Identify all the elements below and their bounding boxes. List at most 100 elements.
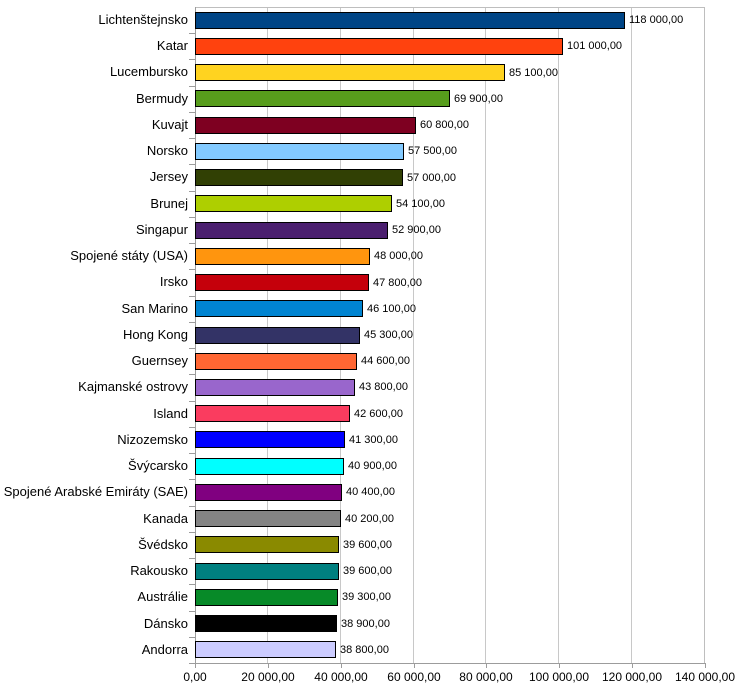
x-tick-label: 20 000,00 [241, 670, 295, 684]
bar[interactable] [195, 195, 392, 212]
bar[interactable] [195, 12, 625, 29]
value-label: 69 900,00 [454, 93, 503, 105]
y-axis-tick [189, 217, 195, 218]
value-label: 43 800,00 [359, 381, 408, 393]
gridline [485, 7, 486, 663]
x-tick-label: 80 000,00 [459, 670, 513, 684]
y-axis-tick [189, 506, 195, 507]
y-axis-tick [189, 59, 195, 60]
value-label: 118 000,00 [629, 14, 684, 26]
category-label: Švýcarsko [128, 458, 188, 473]
y-axis-tick [189, 86, 195, 87]
bar[interactable] [195, 563, 339, 580]
category-label: Irsko [159, 274, 188, 289]
bar[interactable] [195, 405, 350, 422]
category-label: Guernsey [131, 353, 188, 368]
bar[interactable] [195, 143, 404, 160]
bar[interactable] [195, 117, 416, 134]
value-label: 40 900,00 [348, 460, 397, 472]
bar[interactable] [195, 274, 369, 291]
bar[interactable] [195, 222, 388, 239]
y-axis-tick [189, 322, 195, 323]
bar[interactable] [195, 64, 505, 81]
value-label: 46 100,00 [367, 303, 416, 315]
bar[interactable] [195, 431, 345, 448]
value-label: 57 000,00 [407, 172, 456, 184]
bar[interactable] [195, 615, 337, 632]
category-label: Spojené státy (USA) [70, 248, 188, 263]
y-axis-tick [189, 112, 195, 113]
bar[interactable] [195, 300, 363, 317]
category-label: Lucembursko [109, 64, 188, 79]
x-tick-label: 60 000,00 [387, 670, 441, 684]
y-axis-tick [189, 296, 195, 297]
bar[interactable] [195, 248, 370, 265]
value-label: 39 300,00 [342, 591, 391, 603]
x-tick-label: 120 000,00 [601, 670, 663, 684]
value-label: 39 600,00 [343, 539, 392, 551]
bar[interactable] [195, 458, 344, 475]
category-label: Švédsko [138, 537, 188, 552]
category-label: Andorra [141, 642, 188, 657]
bar[interactable] [195, 38, 563, 55]
bar[interactable] [195, 641, 336, 658]
category-label: Spojené Arabské Emiráty (SAE) [3, 484, 188, 499]
x-tick-label: 40 000,00 [314, 670, 368, 684]
y-axis-tick [189, 427, 195, 428]
value-label: 42 600,00 [354, 408, 403, 420]
value-label: 60 800,00 [420, 119, 469, 131]
x-tick-label: 0,00 [183, 670, 207, 684]
bar[interactable] [195, 589, 338, 606]
value-label: 45 300,00 [364, 329, 413, 341]
y-axis-tick [189, 33, 195, 34]
y-axis-tick [189, 611, 195, 612]
y-axis-tick [189, 164, 195, 165]
bar[interactable] [195, 327, 360, 344]
x-tick-label: 100 000,00 [528, 670, 590, 684]
category-label: Singapur [135, 222, 188, 237]
bar[interactable] [195, 169, 403, 186]
value-label: 57 500,00 [408, 145, 457, 157]
y-axis-tick [189, 479, 195, 480]
x-axis-tick [341, 663, 342, 668]
y-axis-tick [189, 243, 195, 244]
category-label: Jersey [149, 169, 188, 184]
y-axis-tick [189, 637, 195, 638]
category-label: Rakousko [130, 563, 188, 578]
category-label: Bermudy [135, 91, 188, 106]
bar[interactable] [195, 484, 342, 501]
y-axis-tick [189, 401, 195, 402]
bar[interactable] [195, 353, 357, 370]
value-label: 39 600,00 [343, 565, 392, 577]
category-label: Katar [156, 38, 188, 53]
value-label: 41 300,00 [349, 434, 398, 446]
category-label: Norsko [146, 143, 188, 158]
bar[interactable] [195, 536, 339, 553]
value-label: 44 600,00 [361, 355, 410, 367]
bar[interactable] [195, 379, 355, 396]
category-label: Nizozemsko [117, 432, 188, 447]
category-label: Kanada [143, 511, 188, 526]
x-tick-label: 140 000,00 [674, 670, 736, 684]
value-label: 47 800,00 [373, 277, 422, 289]
value-label: 101 000,00 [567, 40, 623, 52]
category-label: Kajmanské ostrovy [78, 379, 188, 394]
x-axis-tick [268, 663, 269, 668]
category-label: Lichtenštejnsko [98, 12, 188, 27]
x-axis-tick [559, 663, 560, 668]
y-axis-tick [189, 558, 195, 559]
bar[interactable] [195, 90, 450, 107]
value-label: 40 400,00 [346, 486, 395, 498]
x-axis-line [189, 663, 705, 664]
x-axis-tick [632, 663, 633, 668]
y-axis-tick [189, 191, 195, 192]
value-label: 48 000,00 [374, 250, 423, 262]
plot-border-top [195, 7, 705, 8]
bar[interactable] [195, 510, 341, 527]
category-label: San Marino [121, 301, 188, 316]
y-axis-tick [189, 348, 195, 349]
value-label: 52 900,00 [392, 224, 441, 236]
category-label: Dánsko [143, 616, 188, 631]
y-axis-tick [189, 584, 195, 585]
category-label: Austrálie [137, 589, 188, 604]
